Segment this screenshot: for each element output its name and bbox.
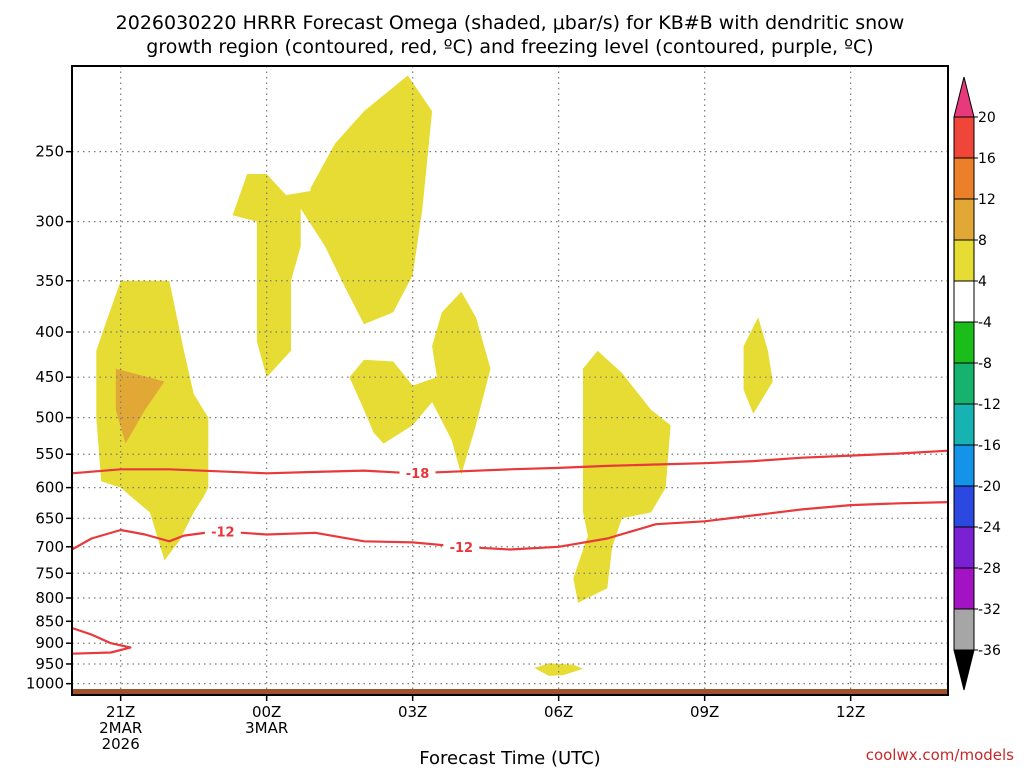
- colorbar-label--36: -36: [978, 643, 1001, 659]
- credit-text: coolwx.com/models: [866, 746, 1014, 764]
- chart-title-line1: 2026030220 HRRR Forecast Omega (shaded, …: [116, 12, 905, 34]
- colorbar-bottom-arrow: [953, 649, 975, 691]
- colorbar-label-4: 4: [978, 274, 987, 290]
- x-tick-label-12-0: 09Z: [690, 703, 719, 721]
- y-tick-label-550: 550: [35, 445, 64, 463]
- y-tick-label-300: 300: [35, 213, 64, 231]
- plot-area: -18 -12 -12: [71, 65, 949, 696]
- colorbar-band-3: [953, 239, 975, 282]
- x-tick-label-3-0: 00Z: [252, 703, 281, 721]
- y-tick-label-750: 750: [35, 564, 64, 582]
- contour-label-1-1: -12: [450, 541, 474, 556]
- x-tick-label-0-1: 2MAR: [99, 719, 142, 737]
- omega-region-0: [96, 280, 209, 561]
- colorbar-label--4: -4: [978, 315, 992, 331]
- contour-label-bg: [399, 465, 436, 482]
- x-tick-label-15-0: 12Z: [836, 703, 865, 721]
- y-tick-label-650: 650: [35, 509, 64, 527]
- colorbar-label-12: 12: [978, 192, 996, 208]
- omega-region-1: [115, 368, 165, 444]
- y-tick-label-450: 450: [35, 368, 64, 386]
- y-tick-label-800: 800: [35, 589, 64, 607]
- colorbar-band-11: [953, 567, 975, 610]
- contour-line-2: [71, 626, 132, 655]
- colorbar-legend: 20 16 12 8 4 -4 -8 -12 -16 -20 -24 -28 -32 -36: [953, 76, 1001, 691]
- contour-label-bg: [443, 538, 480, 555]
- x-tick-label-0-0: 21Z: [106, 703, 135, 721]
- colorbar-label-8: 8: [978, 233, 987, 249]
- contour-line-1: [71, 501, 949, 551]
- y-tick-label-900: 900: [35, 634, 64, 652]
- colorbar-label--32: -32: [978, 602, 1001, 618]
- y-tick-label-700: 700: [35, 538, 64, 556]
- y-tick-label-600: 600: [35, 479, 64, 497]
- colorbar-band-8: [953, 444, 975, 487]
- y-axis: 250 300 350 400 450 500 550 600 650 700 750 800 850 9…: [26, 143, 72, 693]
- y-tick-label-500: 500: [35, 409, 64, 427]
- colorbar-band-1: [953, 157, 975, 200]
- y-tick-label-400: 400: [35, 323, 64, 341]
- omega-region-4: [573, 350, 671, 603]
- contour-label-1-0: -12: [211, 525, 235, 540]
- colorbar-band-7: [953, 403, 975, 446]
- colorbar-band-2: [953, 198, 975, 241]
- ground-bar: [72, 689, 948, 694]
- colorbar-top-arrow: [953, 76, 975, 118]
- colorbar-label--28: -28: [978, 561, 1001, 577]
- colorbar-label-20: 20: [978, 110, 996, 126]
- y-tick-label-250: 250: [35, 143, 64, 161]
- colorbar-label--20: -20: [978, 479, 1001, 495]
- colorbar-label--16: -16: [978, 438, 1001, 454]
- x-tick-label-9-0: 06Z: [544, 703, 573, 721]
- colorbar-band-0: [953, 116, 975, 159]
- colorbar-band-4: [953, 280, 975, 323]
- omega-region-2: [232, 75, 433, 378]
- y-tick-label-1000: 1000: [26, 675, 64, 693]
- contour-label-bg: [204, 523, 241, 540]
- colorbar-label-16: 16: [978, 151, 996, 167]
- omega-region-6: [534, 663, 583, 676]
- colorbar-band-6: [953, 362, 975, 405]
- contour-label-0-0: -18: [406, 467, 430, 482]
- omega-region-3: [349, 291, 491, 475]
- y-tick-label-350: 350: [35, 272, 64, 290]
- chart-title-line2: growth region (contoured, red, ºC) and f…: [146, 36, 873, 58]
- y-tick-label-850: 850: [35, 612, 64, 630]
- colorbar-band-10: [953, 526, 975, 569]
- contour-line-0: [71, 449, 949, 475]
- colorbar-band-12: [953, 608, 975, 651]
- colorbar-band-9: [953, 485, 975, 528]
- colorbar-label--8: -8: [978, 356, 992, 372]
- omega-region-5: [743, 317, 773, 414]
- y-tick-label-950: 950: [35, 655, 64, 673]
- x-tick-label-3-1: 3MAR: [245, 719, 288, 737]
- x-tick-label-0-2: 2026: [102, 735, 140, 753]
- colorbar-label--24: -24: [978, 520, 1001, 536]
- x-tick-label-6-0: 03Z: [398, 703, 427, 721]
- x-axis-label: Forecast Time (UTC): [419, 748, 600, 768]
- colorbar-label--12: -12: [978, 397, 1001, 413]
- plot-frame: [71, 65, 949, 696]
- colorbar-band-5: [953, 321, 975, 364]
